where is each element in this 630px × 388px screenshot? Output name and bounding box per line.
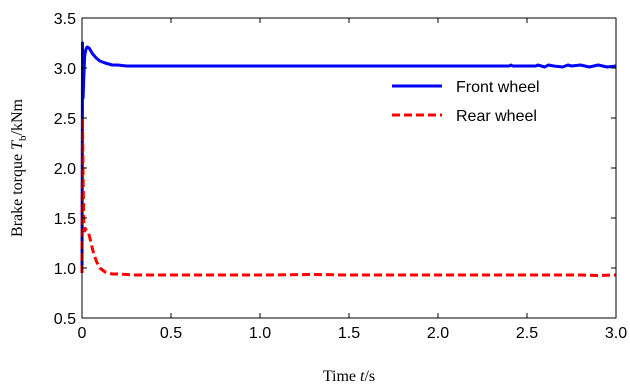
x-tick-label-3: 1.5: [338, 325, 360, 342]
series-line-front-wheel: [80, 41, 617, 274]
series-line-rear-wheel: [80, 116, 617, 277]
y-tick-label-0: 0.5: [54, 311, 76, 328]
plot-area: [82, 18, 616, 318]
legend-label-rear-wheel: Rear wheel: [456, 108, 537, 125]
y-tick-label-4: 2.5: [54, 111, 76, 128]
x-axis-label-suffix: /s: [364, 368, 375, 385]
x-axis-label-prefix: Time: [323, 368, 360, 385]
x-axis-label: Time t/s: [323, 368, 375, 385]
y-tick-label-1: 1.0: [54, 261, 76, 278]
x-tick-label-6: 3.0: [605, 325, 627, 342]
y-tick-label-3: 2.0: [54, 161, 76, 178]
x-tick-label-4: 2.0: [427, 325, 449, 342]
legend-label-front-wheel: Front wheel: [456, 79, 540, 96]
y-axis-label-suffix: /kNm: [9, 98, 26, 135]
y-axis-label-symbol: T: [9, 140, 26, 150]
y-axis-label-prefix: Brake torque: [9, 150, 26, 237]
y-tick-label-2: 1.5: [54, 211, 76, 228]
tick-layer: 0 0.5 1.0 1.5 2.0 2.5 3.00.51.01.52.02.53.03.5: [54, 11, 627, 342]
y-tick-label-6: 3.5: [54, 11, 76, 28]
x-tick-label-0: 0: [78, 325, 87, 342]
x-axis-label-symbol: t: [360, 368, 365, 385]
x-tick-label-5: 2.5: [516, 325, 538, 342]
x-tick-label-2: 1.0: [249, 325, 271, 342]
legend: Front wheel Rear wheel: [392, 79, 540, 125]
y-axis-label-subscript: b: [17, 135, 29, 141]
x-tick-label-1: 0.5: [160, 325, 182, 342]
series-layer: [80, 41, 617, 277]
y-axis-label: Brake torque Tb/kNm: [9, 98, 29, 236]
y-tick-label-5: 3.0: [54, 61, 76, 78]
